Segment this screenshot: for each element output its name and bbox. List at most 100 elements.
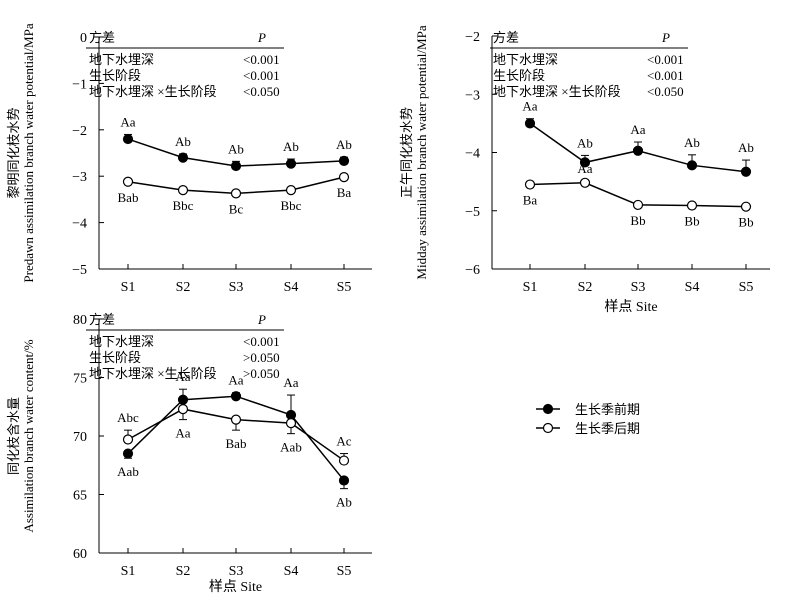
data-label: Bb: [684, 214, 699, 229]
series-1: Aab Aa Aa Aa Ab: [117, 369, 352, 509]
y-tick-label: 65: [73, 489, 87, 504]
y-tick-label: −4: [72, 217, 87, 232]
data-point: [579, 157, 591, 168]
anova-row-p: <0.001: [647, 52, 684, 67]
x-axis-label: 样点 Site: [209, 579, 262, 595]
data-point: [740, 201, 752, 212]
y-tick-label: −4: [465, 147, 480, 162]
data-label: Aa: [283, 375, 298, 390]
y-axis-label-zh: 正午同化枝水势: [399, 107, 414, 198]
data-point: [122, 133, 134, 145]
anova-header-source: 方差: [89, 312, 115, 327]
x-tick-label: S2: [176, 564, 191, 579]
data-label: Aa: [522, 99, 537, 114]
anova-header-p: P: [257, 312, 266, 327]
data-label: Aa: [120, 114, 135, 129]
data-point: [285, 185, 297, 196]
data-label: Bc: [229, 201, 244, 216]
legend-label: 生长季后期: [575, 421, 640, 436]
y-tick-label: 80: [73, 313, 87, 328]
anova-row-label: 地下水埋深: [89, 52, 154, 67]
data-point: [230, 160, 242, 172]
legend-marker: [542, 403, 554, 415]
data-label: Ab: [577, 135, 593, 150]
chart-panel-3: 80 75 70 65 60 S1 S2 S3 S4 S5 同化枝含水量Assimilation b…: [6, 312, 372, 595]
anova-row-label: 地下水埋深 ×生长阶段: [89, 366, 217, 381]
data-label: Ab: [175, 134, 191, 149]
data-point: [122, 434, 134, 445]
anova-row-label: 地下水埋深 ×生长阶段: [493, 84, 621, 99]
y-tick-label: −2: [465, 30, 480, 45]
chart-panel-2: −2 −3 −4 −5 −6 S1 S2 S3 S4 S5 正午同化枝水势Midday assimi…: [399, 25, 770, 315]
y-tick-label: −6: [465, 263, 480, 278]
legend-marker: [542, 422, 554, 434]
data-label: Bb: [738, 215, 753, 230]
data-point: [632, 145, 644, 156]
data-point: [632, 199, 644, 211]
y-axis-label: 同化枝含水量Assimilation branch water content/…: [6, 339, 36, 532]
y-tick-label: −2: [72, 124, 87, 139]
data-point: [285, 418, 297, 429]
anova-row-label: 地下水埋深 ×生长阶段: [89, 84, 217, 99]
anova-row-p: <0.001: [243, 52, 280, 67]
y-tick-label: 60: [73, 547, 87, 562]
data-point: [338, 475, 350, 486]
anova-row-p: <0.050: [647, 84, 684, 99]
anova-header-p: P: [661, 30, 670, 45]
data-label: Bab: [118, 190, 139, 205]
data-label: Ac: [336, 434, 351, 449]
y-axis-label-en: Midday assimilation branch water potenti…: [414, 25, 429, 279]
anova-row-label: 地下水埋深: [89, 334, 154, 349]
data-label: Ab: [684, 135, 700, 150]
x-tick-label: S5: [739, 280, 754, 295]
data-point: [524, 179, 536, 190]
data-label: Bb: [630, 213, 645, 228]
y-tick-label: −5: [72, 263, 87, 278]
y-tick-label: −1: [72, 77, 87, 92]
y-tick-label: 0: [80, 31, 87, 46]
data-point: [177, 394, 189, 405]
data-point: [686, 200, 698, 211]
series-1: Aa Ab Aa Ab Ab: [522, 99, 754, 177]
x-tick-label: S4: [685, 280, 700, 295]
data-point: [579, 177, 591, 188]
x-tick-label: S3: [229, 280, 244, 295]
data-point: [285, 158, 297, 169]
anova-row-label: 生长阶段: [89, 350, 141, 365]
x-tick-label: S3: [631, 280, 646, 295]
data-label: Abc: [117, 410, 139, 425]
y-axis-label-en: Assimilation branch water content/%: [21, 339, 36, 532]
y-tick-label: 70: [73, 430, 87, 445]
y-axis-label: 正午同化枝水势Midday assimilation branch water …: [399, 25, 429, 279]
data-point: [338, 155, 350, 166]
data-label: Aa: [175, 426, 190, 441]
data-label: Aa: [175, 369, 190, 384]
data-label: Aa: [630, 122, 645, 137]
data-label: Aab: [280, 440, 302, 455]
data-point: [338, 455, 350, 466]
chart-panel-1: 0 −1 −2 −3 −4 −5 S1 S2 S3 S4 S5 黎明同化枝水势Predawn assi…: [6, 23, 372, 295]
data-label: Ab: [336, 137, 352, 152]
data-point: [230, 391, 242, 402]
data-point: [177, 185, 189, 196]
data-label: Aab: [117, 464, 139, 479]
x-tick-label: S4: [284, 564, 299, 579]
data-point: [122, 448, 134, 459]
x-tick-label: S1: [523, 280, 538, 295]
data-label: Bbc: [281, 198, 302, 213]
x-tick-label: S2: [578, 280, 593, 295]
anova-row-label: 生长阶段: [89, 68, 141, 83]
data-label: Ab: [336, 495, 352, 510]
y-tick-label: −3: [465, 88, 480, 103]
legend-label: 生长季前期: [575, 402, 640, 417]
data-label: Bab: [226, 436, 247, 451]
anova-header-p: P: [257, 30, 266, 45]
data-point: [338, 172, 350, 183]
anova-row-label: 地下水埋深: [493, 52, 558, 67]
series-2: Abc Aa Bab Aab Ac: [117, 403, 352, 466]
y-axis-label: 黎明同化枝水势Predawn assimilation branch water…: [6, 23, 36, 282]
y-tick-label: 75: [73, 372, 87, 387]
y-axis-label-en: Predawn assimilation branch water potent…: [21, 23, 36, 282]
